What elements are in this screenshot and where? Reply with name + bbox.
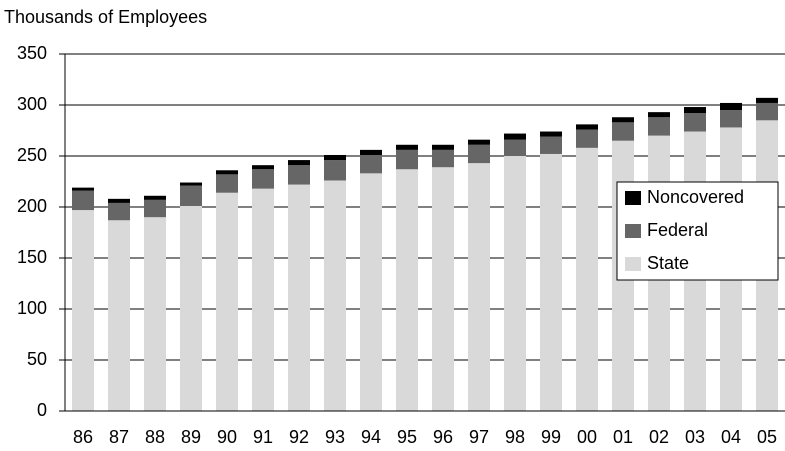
bar-segment — [504, 133, 526, 140]
x-tick-label: 01 — [613, 427, 633, 447]
x-tick-label: 91 — [253, 427, 273, 447]
bar-segment — [540, 136, 562, 154]
bar-segment — [468, 163, 490, 411]
x-tick-label: 89 — [181, 427, 201, 447]
bar-segment — [468, 144, 490, 164]
bar-segment — [324, 160, 346, 181]
bar-segment — [288, 184, 310, 411]
y-tick-label: 300 — [17, 94, 47, 114]
bar-segment — [360, 149, 382, 155]
bar-segment — [396, 169, 418, 411]
chart-title: Thousands of Employees — [4, 7, 207, 27]
y-tick-label: 200 — [17, 196, 47, 216]
bar-segment — [72, 210, 94, 411]
bar-segment — [648, 117, 670, 136]
bar-segment — [720, 102, 742, 111]
bar-segment — [180, 182, 202, 186]
x-tick-label: 97 — [469, 427, 489, 447]
bar-segment — [576, 147, 598, 411]
bar-segment — [684, 107, 706, 114]
x-tick-label: 95 — [397, 427, 417, 447]
bar-segment — [396, 149, 418, 170]
bar-segment — [144, 195, 166, 200]
y-tick-label: 100 — [17, 298, 47, 318]
bar-segment — [432, 167, 454, 411]
x-tick-label: 90 — [217, 427, 237, 447]
bar-segment — [180, 205, 202, 411]
bar-segment — [396, 144, 418, 150]
bar-segment — [432, 149, 454, 168]
legend-label: State — [647, 253, 689, 273]
bar-segment — [684, 113, 706, 132]
bar-segment — [360, 154, 382, 174]
bar-segment — [288, 165, 310, 185]
bar-segment — [540, 131, 562, 137]
y-tick-label: 350 — [17, 43, 47, 63]
x-tick-label: 05 — [757, 427, 777, 447]
bar-segment — [252, 188, 274, 411]
x-tick-label: 04 — [721, 427, 741, 447]
y-tick-label: 50 — [27, 349, 47, 369]
bar-segment — [720, 110, 742, 128]
y-tick-label: 150 — [17, 247, 47, 267]
bar-segment — [756, 97, 778, 103]
legend-label: Federal — [647, 220, 708, 240]
bar-segment — [612, 122, 634, 141]
bar-segment — [540, 153, 562, 411]
y-tick-label: 0 — [37, 400, 47, 420]
bar-segment — [144, 217, 166, 411]
bar-segment — [216, 174, 238, 193]
bar-segment — [72, 187, 94, 191]
x-tick-label: 86 — [73, 427, 93, 447]
bar-segment — [504, 139, 526, 156]
bar-segment — [216, 192, 238, 411]
x-tick-label: 02 — [649, 427, 669, 447]
bar-segment — [324, 154, 346, 161]
x-tick-label: 88 — [145, 427, 165, 447]
bar-segment — [648, 112, 670, 118]
bar-segment — [108, 198, 130, 203]
bar-segment — [108, 220, 130, 411]
bar-segment — [432, 144, 454, 150]
bar-segment — [180, 185, 202, 206]
bar-segment — [288, 160, 310, 166]
bar-segment — [612, 117, 634, 123]
bar-segment — [144, 199, 166, 218]
bar-segment — [72, 190, 94, 211]
bar-segment — [468, 139, 490, 145]
x-tick-label: 93 — [325, 427, 345, 447]
bar-segment — [108, 202, 130, 221]
bar-segment — [252, 165, 274, 170]
legend-box — [616, 181, 779, 281]
x-tick-label: 87 — [109, 427, 129, 447]
x-tick-label: 99 — [541, 427, 561, 447]
bar-segment — [576, 129, 598, 148]
bar-segment — [504, 156, 526, 411]
legend-swatch — [625, 191, 641, 205]
y-tick-label: 250 — [17, 145, 47, 165]
x-tick-label: 96 — [433, 427, 453, 447]
bar-segment — [252, 169, 274, 189]
legend-swatch — [625, 257, 641, 271]
bar-segment — [576, 124, 598, 130]
legend-label: Noncovered — [647, 187, 744, 207]
bar-segment — [360, 173, 382, 411]
x-tick-label: 94 — [361, 427, 381, 447]
bar-segment — [324, 180, 346, 411]
bar-segment — [756, 102, 778, 121]
legend-swatch — [625, 224, 641, 238]
x-tick-label: 92 — [289, 427, 309, 447]
x-tick-label: 98 — [505, 427, 525, 447]
x-tick-label: 03 — [685, 427, 705, 447]
bar-segment — [216, 170, 238, 175]
x-tick-label: 00 — [577, 427, 597, 447]
